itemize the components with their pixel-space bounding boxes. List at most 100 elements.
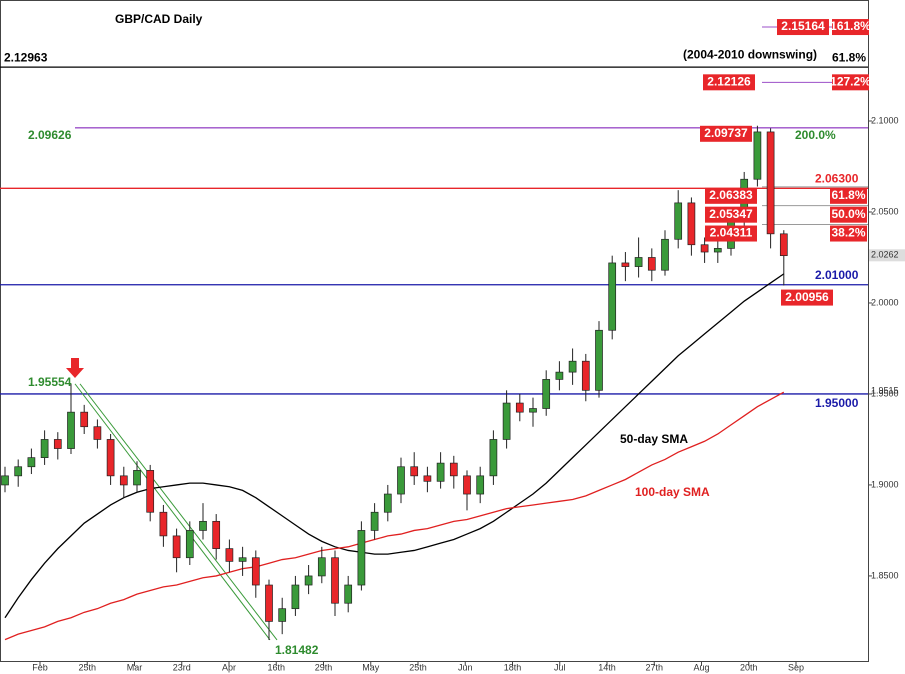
x-tick-label: Mar bbox=[127, 662, 143, 672]
candle-body bbox=[753, 131, 762, 180]
candle-body bbox=[146, 470, 155, 513]
candle-body bbox=[634, 257, 643, 267]
arrow bbox=[66, 358, 84, 378]
candle-body bbox=[555, 371, 564, 380]
x-tick-label: 23rd bbox=[173, 662, 191, 672]
x-tick-label: 18th bbox=[504, 662, 522, 672]
candle-body bbox=[67, 411, 75, 449]
y-tick-label: 2.1000 bbox=[871, 115, 899, 125]
candle-body bbox=[357, 530, 366, 586]
candle-body bbox=[463, 475, 471, 495]
level-box bbox=[781, 289, 833, 306]
level-note: (2004-2010 downswing) bbox=[683, 47, 817, 61]
x-tick-label: Apr bbox=[222, 662, 236, 672]
sma-label: 50-day SMA bbox=[620, 432, 688, 446]
x-tick-label: 14th bbox=[598, 662, 616, 672]
candle-body bbox=[133, 470, 141, 486]
y-tick-label: 2.0500 bbox=[871, 206, 899, 216]
candle-body bbox=[595, 329, 603, 391]
tag-box bbox=[830, 187, 867, 204]
level-box bbox=[705, 206, 757, 223]
x-tick-label: 16th bbox=[267, 662, 285, 672]
candle-body bbox=[1, 475, 9, 486]
candle-body bbox=[410, 466, 419, 477]
y-tick-label: 1.9000 bbox=[871, 479, 899, 489]
candle-body bbox=[608, 262, 617, 331]
candle-body bbox=[331, 557, 339, 604]
candle-body bbox=[476, 475, 485, 495]
level-label: 2.05347 bbox=[709, 207, 753, 221]
level-tag: 127.2% bbox=[830, 74, 871, 88]
candle-body bbox=[661, 238, 669, 271]
candle-body bbox=[647, 257, 656, 271]
candle-body bbox=[423, 475, 432, 482]
level-label: 2.01000 bbox=[815, 268, 859, 282]
candle-body bbox=[172, 535, 181, 559]
x-tick-label: 20th bbox=[740, 662, 758, 672]
x-tick-label: 25th bbox=[409, 662, 427, 672]
candle-body bbox=[344, 584, 353, 604]
candle-body bbox=[238, 557, 247, 562]
level-box bbox=[705, 187, 757, 204]
candle-body bbox=[529, 408, 537, 413]
candle-body bbox=[159, 511, 168, 537]
candle-body bbox=[119, 475, 128, 486]
candle-body bbox=[14, 466, 23, 477]
candle-body bbox=[251, 557, 260, 586]
level-box bbox=[777, 19, 829, 36]
level-box bbox=[700, 125, 752, 142]
x-tick-label: 25th bbox=[78, 662, 96, 672]
candle-body bbox=[80, 411, 89, 428]
trend-line bbox=[74, 383, 271, 641]
candle-body bbox=[212, 520, 221, 549]
level-label: 2.06383 bbox=[709, 188, 753, 202]
y-tick-label: 1.9500 bbox=[871, 388, 899, 398]
level-box bbox=[703, 74, 755, 91]
level-label: 2.04311 bbox=[710, 226, 753, 240]
x-tick-label: Aug bbox=[693, 662, 709, 672]
tag-box bbox=[832, 74, 869, 91]
level-tag: 38.2% bbox=[831, 226, 865, 240]
level-label: 2.00956 bbox=[785, 290, 829, 304]
sma-line bbox=[4, 391, 785, 641]
last-price-label: 2.0262 bbox=[871, 250, 899, 260]
candle-body bbox=[317, 557, 326, 577]
candle-body bbox=[713, 248, 722, 253]
candle-body bbox=[502, 402, 511, 440]
level-label: 2.09737 bbox=[704, 126, 748, 140]
candle-body bbox=[766, 131, 775, 235]
level-label: 1.81482 bbox=[275, 643, 319, 657]
level-label: 2.06300 bbox=[815, 172, 859, 186]
candle-body bbox=[621, 262, 630, 267]
candle-body bbox=[265, 584, 273, 622]
candle-body bbox=[568, 360, 577, 373]
x-tick-label: Jul bbox=[554, 662, 566, 672]
candle-body bbox=[199, 520, 207, 531]
level-label: 2.15164 bbox=[781, 19, 825, 33]
level-tag: 50.0% bbox=[831, 207, 865, 221]
candle-body bbox=[700, 244, 709, 253]
x-tick-label: May bbox=[362, 662, 380, 672]
candle-body bbox=[304, 575, 313, 586]
candle-body bbox=[687, 202, 696, 246]
level-tag: 161.8% bbox=[830, 19, 871, 33]
plot-frame bbox=[0, 0, 869, 662]
x-tick-label: Jun bbox=[458, 662, 473, 672]
y-tick-label: 2.0000 bbox=[871, 297, 899, 307]
candle-body bbox=[40, 439, 49, 458]
sma-price-label: 1.9515 bbox=[871, 386, 899, 396]
tag-box bbox=[830, 206, 867, 223]
x-tick-label: 29th bbox=[315, 662, 333, 672]
candle-body bbox=[489, 439, 498, 477]
candle-body bbox=[278, 608, 287, 622]
candle-body bbox=[53, 439, 62, 449]
candle-body bbox=[779, 233, 788, 257]
candle-body bbox=[674, 202, 683, 240]
candle-body bbox=[291, 584, 300, 610]
sma-label: 100-day SMA bbox=[635, 485, 710, 499]
candle-body bbox=[370, 511, 379, 531]
x-tick-label: Sep bbox=[788, 662, 804, 672]
level-tag: 61.8% bbox=[832, 50, 866, 64]
